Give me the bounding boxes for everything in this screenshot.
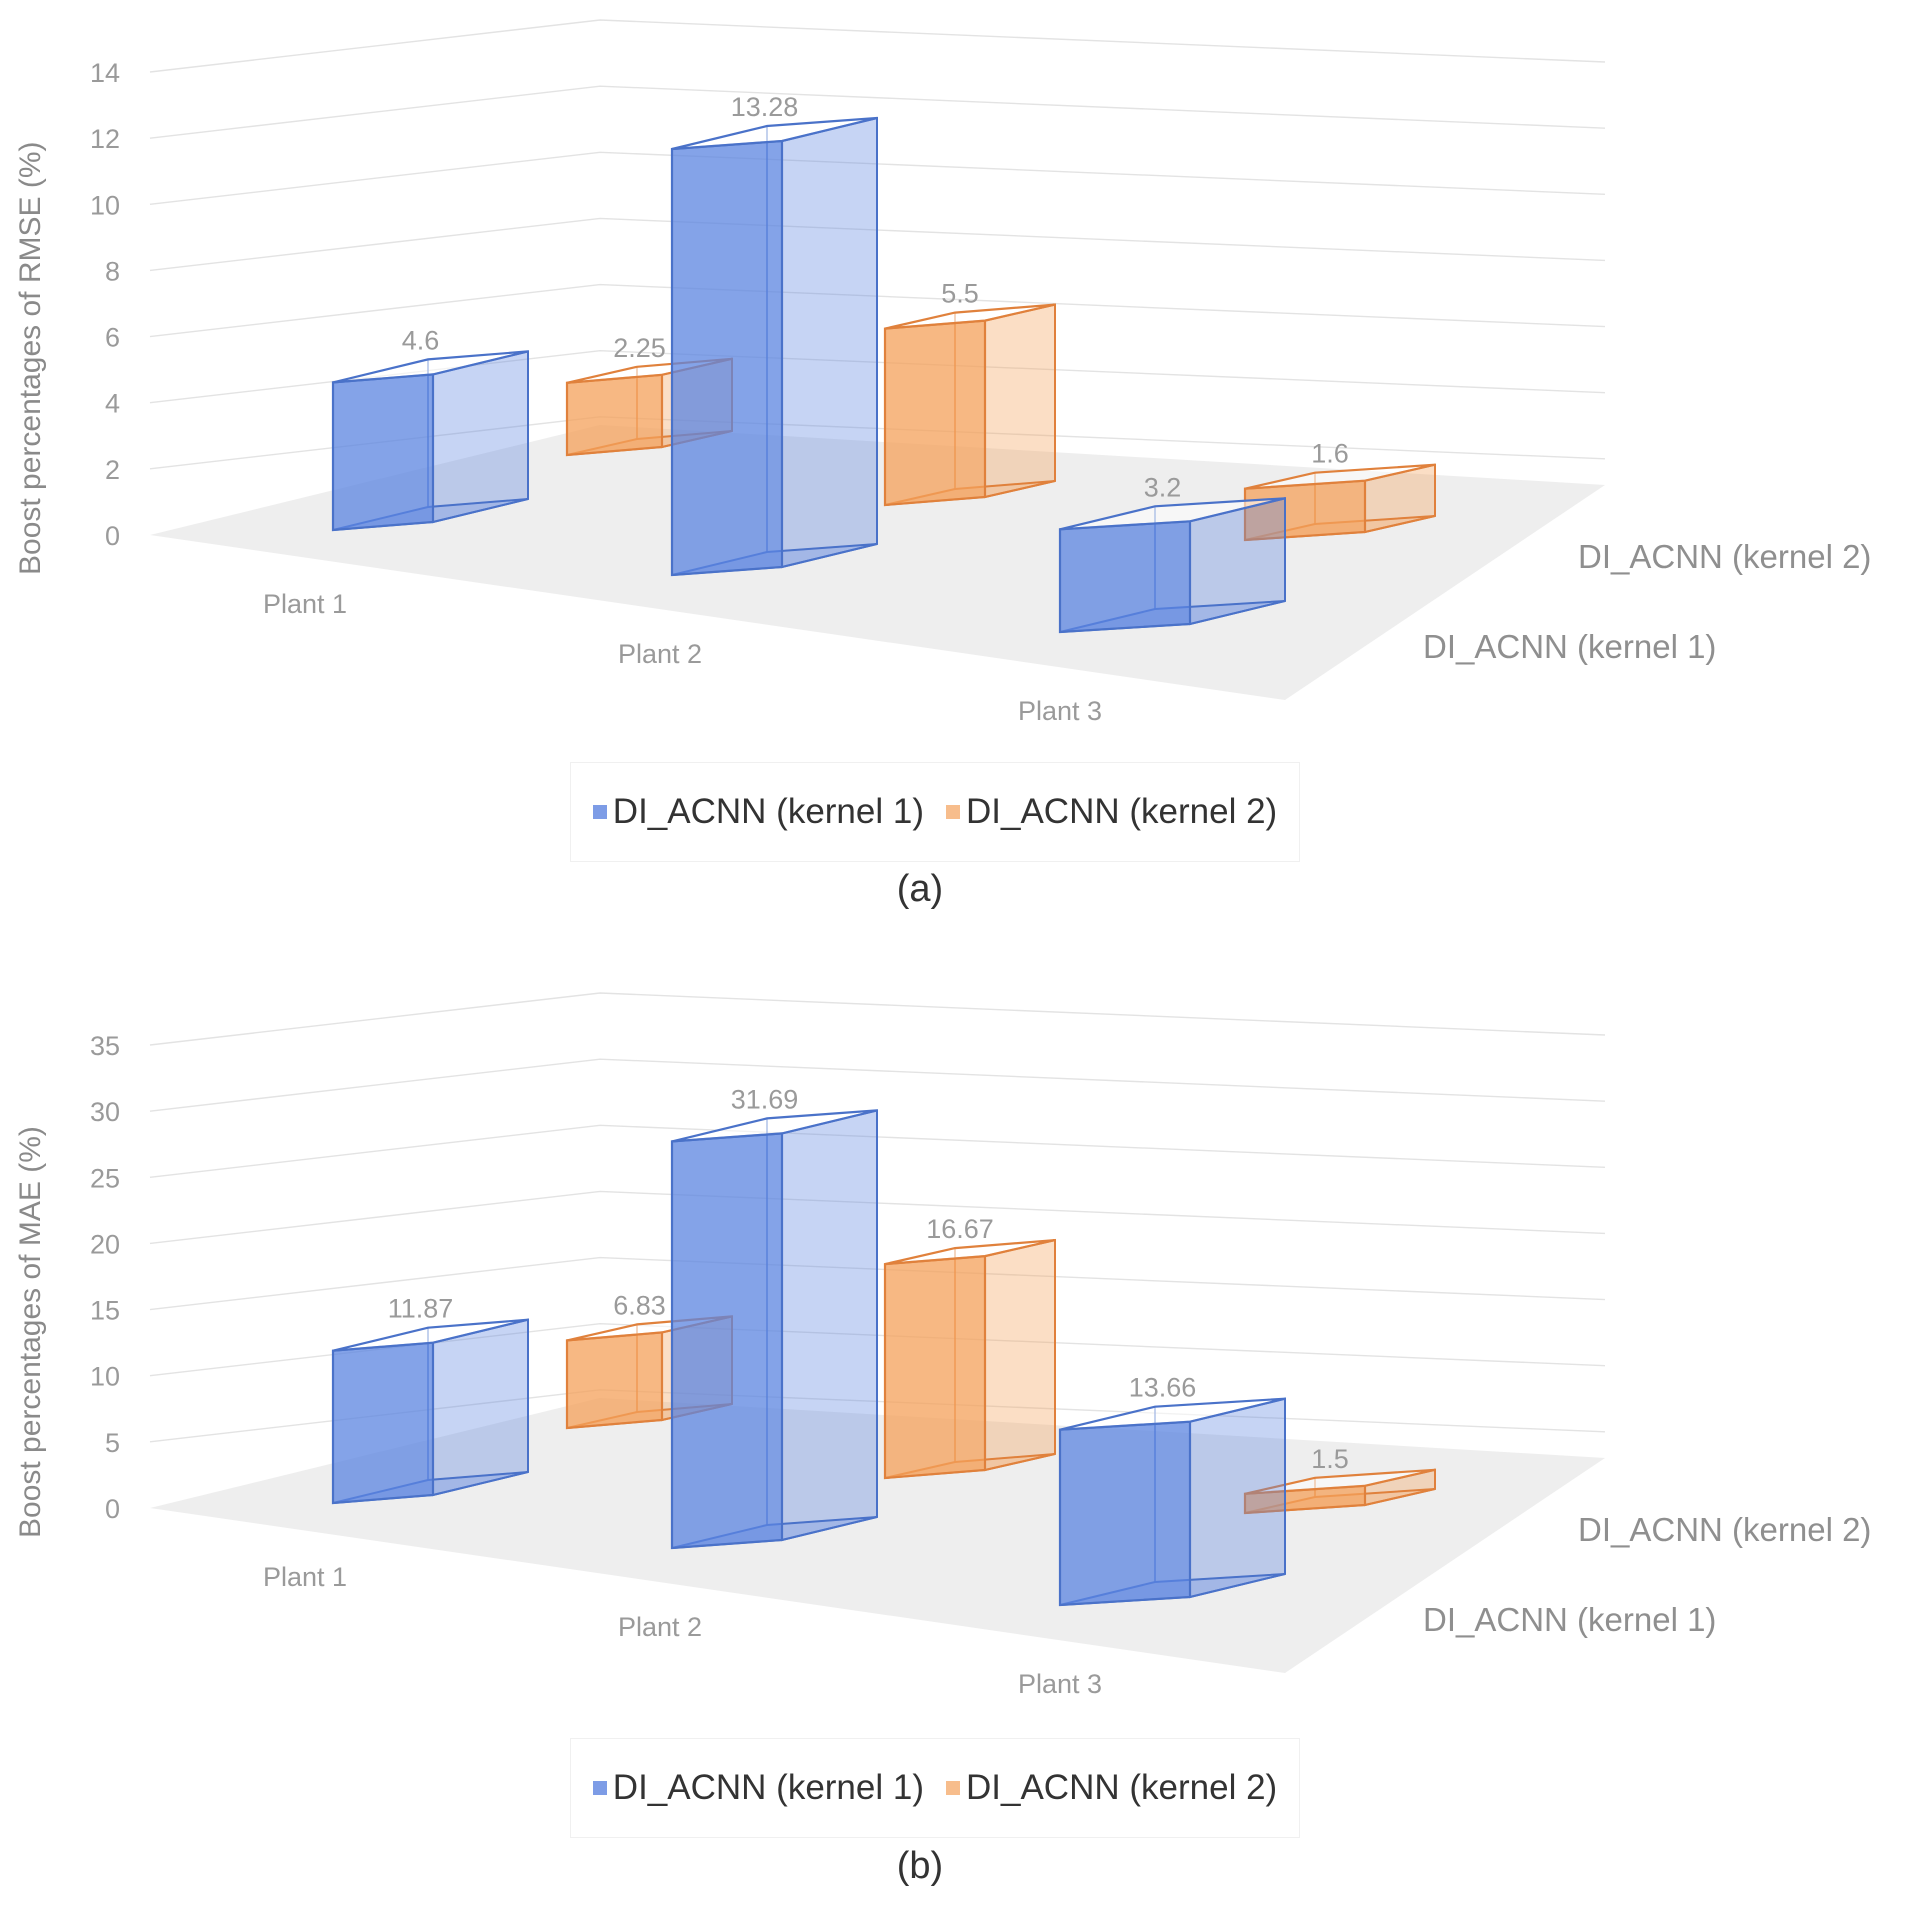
- legend-swatch-kernel2: [946, 1781, 960, 1795]
- gridline: [149, 283, 1606, 338]
- panel-caption: (a): [896, 868, 944, 910]
- y-tick-label: 10: [90, 1362, 120, 1392]
- gridline: [149, 1124, 1606, 1178]
- chart-a-svg: 0 2 4 6 8 10 12 14 Boost percentages of RMSE (%…: [14, 19, 1871, 726]
- legend-item-kernel1[interactable]: DI_ACNN (kernel 1): [592, 1768, 924, 1808]
- data-label: 13.28: [731, 92, 799, 122]
- bar-kernel1-plant2[interactable]: [670, 1109, 878, 1550]
- y-tick-label: 25: [90, 1163, 120, 1193]
- bar-kernel1-plant3[interactable]: [1058, 497, 1286, 634]
- bar-kernel2-plant2[interactable]: [883, 1238, 1056, 1480]
- gridline: [149, 1190, 1606, 1245]
- floor-plane: [150, 425, 1605, 700]
- gridline: [149, 217, 1606, 272]
- x-category-label: Plant 1: [263, 1562, 347, 1592]
- gridline: [149, 85, 1606, 139]
- x-category-label: Plant 2: [618, 1612, 702, 1642]
- legend: DI_ACNN (kernel 1) DI_ACNN (kernel 2): [570, 762, 1300, 862]
- y-tick-label: 14: [90, 58, 120, 88]
- y-tick-label: 8: [105, 256, 120, 286]
- chart-panel-b: 0 5 10 15 20 25 30 35 Boost percentages of MAE …: [0, 973, 1920, 1928]
- bar-kernel1-plant1[interactable]: [331, 1318, 529, 1505]
- legend-item-kernel1[interactable]: DI_ACNN (kernel 1): [592, 792, 924, 832]
- gridline: [149, 1256, 1606, 1311]
- legend-label: DI_ACNN (kernel 1): [612, 792, 924, 831]
- y-tick-label: 10: [90, 190, 120, 220]
- gridline: [149, 19, 1606, 73]
- panel-caption: (b): [896, 1845, 944, 1887]
- y-tick-label: 30: [90, 1097, 120, 1127]
- y-axis-title: Boost percentages of MAE (%): [14, 1126, 47, 1538]
- data-label: 4.6: [402, 325, 440, 355]
- data-label: 2.25: [613, 333, 666, 363]
- bar-kernel1-plant3[interactable]: [1058, 1397, 1286, 1607]
- legend-swatch-kernel1: [592, 1781, 607, 1795]
- y-tick-label: 5: [105, 1428, 120, 1458]
- bar-kernel1-plant1[interactable]: [331, 350, 529, 532]
- data-label: 13.66: [1129, 1373, 1197, 1403]
- legend-label: DI_ACNN (kernel 2): [966, 792, 1278, 831]
- gridline: [149, 992, 1606, 1046]
- bar-kernel2-plant2[interactable]: [883, 303, 1056, 507]
- x-category-label: Plant 3: [1018, 1669, 1102, 1699]
- data-label: 31.69: [731, 1084, 799, 1114]
- data-label: 5.5: [941, 279, 979, 309]
- x-category-label: Plant 1: [263, 589, 347, 619]
- legend-swatch-kernel2: [946, 805, 960, 819]
- depth-axis-label: DI_ACNN (kernel 1): [1423, 628, 1716, 665]
- x-category-label: Plant 2: [618, 639, 702, 669]
- data-label: 1.5: [1311, 1444, 1349, 1474]
- y-tick-label: 35: [90, 1031, 120, 1061]
- data-label: 16.67: [926, 1214, 994, 1244]
- legend-item-kernel2[interactable]: DI_ACNN (kernel 2): [946, 792, 1277, 832]
- y-tick-label: 0: [105, 521, 120, 551]
- depth-axis-label: DI_ACNN (kernel 1): [1423, 1601, 1716, 1638]
- y-tick-label: 12: [90, 124, 120, 154]
- bar-kernel2-plant3[interactable]: [1243, 1468, 1436, 1515]
- gridline: [149, 1323, 1606, 1377]
- depth-axis-label: DI_ACNN (kernel 2): [1578, 538, 1871, 575]
- gridline: [149, 151, 1606, 205]
- y-tick-label: 0: [105, 1494, 120, 1524]
- gridline: [149, 1058, 1606, 1112]
- y-axis-title: Boost percentages of RMSE (%): [14, 141, 47, 575]
- y-tick-label: 15: [90, 1296, 120, 1326]
- data-label: 6.83: [613, 1290, 666, 1320]
- legend: DI_ACNN (kernel 1) DI_ACNN (kernel 2): [570, 1738, 1300, 1838]
- data-label: 11.87: [388, 1294, 454, 1324]
- y-tick-label: 6: [105, 323, 120, 353]
- chart-b-svg: 0 5 10 15 20 25 30 35 Boost percentages of MAE …: [14, 992, 1871, 1699]
- legend-label: DI_ACNN (kernel 1): [612, 1768, 924, 1807]
- legend-item-kernel2[interactable]: DI_ACNN (kernel 2): [946, 1768, 1277, 1808]
- depth-axis-label: DI_ACNN (kernel 2): [1578, 1511, 1871, 1548]
- x-category-label: Plant 3: [1018, 696, 1102, 726]
- gridline: [149, 350, 1606, 404]
- legend-label: DI_ACNN (kernel 2): [966, 1768, 1278, 1807]
- legend-swatch-kernel1: [592, 805, 607, 819]
- y-tick-label: 2: [105, 455, 120, 485]
- data-label: 3.2: [1144, 472, 1182, 502]
- y-tick-label: 4: [105, 389, 120, 419]
- bar-kernel1-plant2[interactable]: [670, 116, 878, 577]
- chart-panel-a: 0 2 4 6 8 10 12 14 Boost percentages of RMSE (%…: [0, 0, 1920, 955]
- bar-kernel2-plant3[interactable]: [1243, 463, 1436, 542]
- floor-plane: [150, 1398, 1605, 1673]
- data-label: 1.6: [1311, 439, 1349, 469]
- y-tick-label: 20: [90, 1229, 120, 1259]
